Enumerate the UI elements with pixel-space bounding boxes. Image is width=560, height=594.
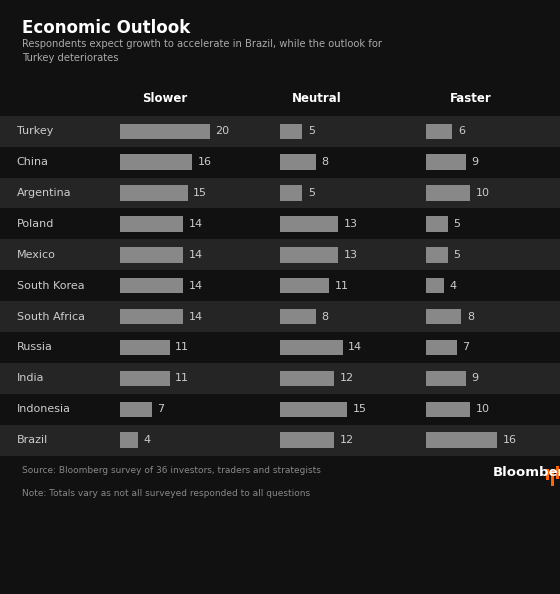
Bar: [120, 124, 210, 139]
Text: 12: 12: [339, 374, 353, 383]
Bar: [0, 301, 560, 332]
Text: Source: Bloomberg survey of 36 investors, traders and strategists: Source: Bloomberg survey of 36 investors…: [22, 466, 321, 475]
Text: Brazil: Brazil: [17, 435, 48, 445]
Bar: [0, 332, 560, 363]
Bar: [120, 371, 170, 386]
Text: 10: 10: [476, 405, 490, 414]
Text: 13: 13: [344, 219, 358, 229]
Text: 14: 14: [348, 343, 362, 352]
Text: Bloomberg: Bloomberg: [493, 466, 560, 479]
Text: 5: 5: [308, 127, 315, 136]
Text: Neutral: Neutral: [292, 91, 341, 105]
Text: Turkey: Turkey: [17, 127, 53, 136]
Bar: [280, 309, 316, 324]
Bar: [280, 124, 302, 139]
Bar: [280, 340, 343, 355]
Text: 9: 9: [472, 157, 479, 167]
Bar: [551, 469, 554, 486]
Text: 16: 16: [503, 435, 517, 445]
Bar: [426, 402, 470, 417]
Text: 4: 4: [449, 281, 456, 290]
Text: 20: 20: [216, 127, 230, 136]
Bar: [0, 394, 560, 425]
Text: India: India: [17, 374, 44, 383]
Text: 11: 11: [335, 281, 349, 290]
Bar: [0, 239, 560, 270]
Text: 8: 8: [321, 157, 329, 167]
Text: Indonesia: Indonesia: [17, 405, 71, 414]
Bar: [0, 270, 560, 301]
Text: 10: 10: [476, 188, 490, 198]
Bar: [426, 309, 461, 324]
Text: 4: 4: [144, 435, 151, 445]
Bar: [280, 432, 334, 448]
Text: 5: 5: [454, 219, 460, 229]
Text: 14: 14: [189, 250, 203, 260]
Bar: [426, 340, 457, 355]
Text: Faster: Faster: [450, 91, 491, 105]
Bar: [426, 247, 448, 263]
Text: 15: 15: [353, 405, 367, 414]
Bar: [546, 469, 549, 480]
Text: 6: 6: [458, 127, 465, 136]
Bar: [556, 466, 559, 479]
Bar: [280, 371, 334, 386]
Text: Russia: Russia: [17, 343, 53, 352]
Bar: [280, 402, 347, 417]
Bar: [426, 216, 448, 232]
Text: 14: 14: [189, 281, 203, 290]
Text: 14: 14: [189, 219, 203, 229]
Text: 5: 5: [454, 250, 460, 260]
Bar: [426, 124, 452, 139]
Text: Note: Totals vary as not all surveyed responded to all questions: Note: Totals vary as not all surveyed re…: [22, 489, 311, 498]
Bar: [0, 208, 560, 239]
Text: South Korea: South Korea: [17, 281, 85, 290]
Bar: [426, 278, 444, 293]
Bar: [280, 247, 338, 263]
Text: 5: 5: [308, 188, 315, 198]
Bar: [280, 185, 302, 201]
Text: 11: 11: [175, 374, 189, 383]
Bar: [426, 371, 466, 386]
Bar: [120, 185, 188, 201]
Text: Economic Outlook: Economic Outlook: [22, 19, 190, 37]
Bar: [120, 278, 183, 293]
Text: 8: 8: [467, 312, 474, 321]
Text: 8: 8: [321, 312, 329, 321]
Text: 16: 16: [198, 157, 212, 167]
Bar: [0, 116, 560, 147]
Bar: [280, 154, 316, 170]
Text: 12: 12: [339, 435, 353, 445]
Bar: [120, 432, 138, 448]
Bar: [0, 147, 560, 178]
Bar: [426, 154, 466, 170]
Text: 13: 13: [344, 250, 358, 260]
Bar: [280, 278, 329, 293]
Bar: [0, 178, 560, 208]
Bar: [120, 402, 152, 417]
Bar: [120, 340, 170, 355]
Text: 7: 7: [157, 405, 165, 414]
Text: South Africa: South Africa: [17, 312, 85, 321]
Bar: [120, 154, 192, 170]
Text: 15: 15: [193, 188, 207, 198]
Text: Respondents expect growth to accelerate in Brazil, while the outlook for
Turkey : Respondents expect growth to accelerate …: [22, 39, 382, 62]
Bar: [120, 309, 183, 324]
Text: Slower: Slower: [143, 91, 188, 105]
Text: China: China: [17, 157, 49, 167]
Text: Mexico: Mexico: [17, 250, 55, 260]
Text: 9: 9: [472, 374, 479, 383]
Bar: [0, 425, 560, 456]
Text: 11: 11: [175, 343, 189, 352]
Bar: [0, 363, 560, 394]
Bar: [120, 247, 183, 263]
Text: Argentina: Argentina: [17, 188, 72, 198]
Text: Poland: Poland: [17, 219, 54, 229]
Text: 14: 14: [189, 312, 203, 321]
Bar: [280, 216, 338, 232]
Bar: [120, 216, 183, 232]
Bar: [426, 185, 470, 201]
Bar: [426, 432, 497, 448]
Text: 7: 7: [463, 343, 470, 352]
